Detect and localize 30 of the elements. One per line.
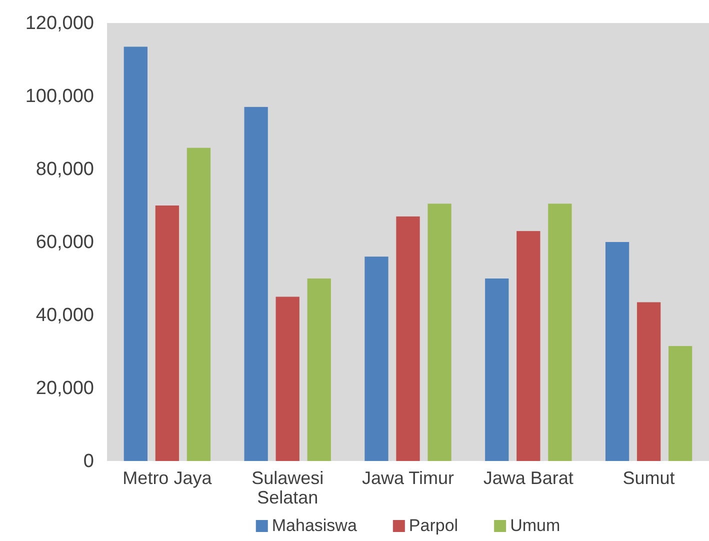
legend-label: Parpol — [408, 516, 458, 535]
bar — [307, 278, 331, 461]
y-tick-label: 120,000 — [25, 13, 94, 34]
x-tick-label: Sumut — [622, 468, 675, 488]
x-tick-label: Metro Jaya — [122, 468, 213, 488]
bar — [428, 204, 452, 461]
bar — [396, 216, 420, 461]
y-tick-label: 20,000 — [36, 378, 94, 400]
bar — [668, 346, 692, 461]
bar — [186, 148, 211, 461]
legend-label: Umum — [510, 516, 560, 535]
bar — [155, 206, 180, 461]
bar — [485, 278, 509, 461]
bar — [636, 302, 661, 461]
bar — [364, 256, 388, 461]
x-tick-label: Jawa Timur — [362, 468, 454, 488]
bar — [516, 231, 540, 461]
y-tick-label: 100,000 — [25, 86, 94, 108]
bar — [244, 106, 268, 461]
y-tick-label: 0 — [83, 451, 94, 472]
y-tick-label: 80,000 — [36, 159, 94, 180]
legend-label: Mahasiswa — [272, 516, 358, 535]
bar — [548, 204, 572, 461]
x-tick-label: Sulawesi Selatan — [252, 468, 324, 508]
bar — [124, 46, 148, 461]
y-tick-label: 40,000 — [36, 305, 94, 326]
bar — [276, 296, 300, 461]
bar — [605, 242, 630, 461]
y-tick-label: 60,000 — [36, 232, 94, 254]
x-tick-label: Jawa Barat — [483, 468, 574, 488]
